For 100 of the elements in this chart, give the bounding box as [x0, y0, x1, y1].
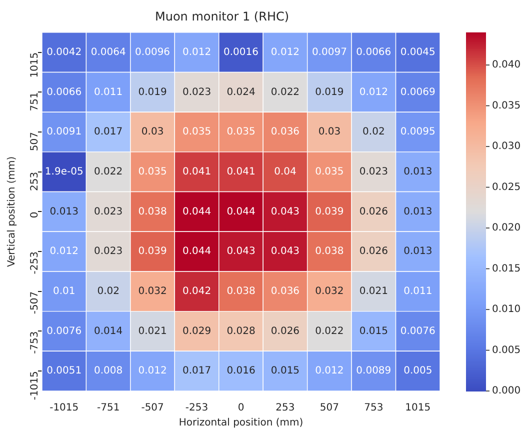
data-label: 0.028: [226, 326, 256, 337]
data-label: 0.022: [315, 326, 344, 337]
data-label: 0.039: [138, 246, 167, 258]
data-label: 0.04: [274, 166, 296, 178]
data-label: 0.016: [226, 366, 256, 377]
data-label: 0.035: [226, 126, 256, 138]
data-label: 0.014: [94, 326, 123, 337]
y-tick-label: -253: [30, 252, 41, 274]
data-label: 1.9e-05: [44, 166, 84, 178]
x-tick-label: -1015: [50, 402, 79, 414]
data-label: 0.038: [315, 246, 344, 258]
data-label: 0.03: [141, 126, 164, 138]
data-label: 0.013: [404, 166, 432, 178]
data-label: 0.044: [226, 206, 256, 218]
data-label: 0.012: [182, 46, 212, 58]
data-label: 0.041: [182, 166, 212, 178]
data-label: 0.026: [359, 206, 388, 218]
data-label: 0.0097: [312, 46, 347, 58]
data-label: 0.0064: [90, 46, 126, 58]
data-label: 0.0076: [400, 326, 436, 337]
x-tick-label: 253: [276, 402, 295, 414]
data-label: 0.036: [270, 126, 300, 138]
data-label: 0.0091: [46, 126, 82, 138]
data-label: 0.043: [270, 206, 300, 218]
data-label: 0.012: [270, 46, 300, 58]
data-label: 0.012: [50, 246, 78, 258]
data-label: 0.043: [226, 246, 256, 258]
data-label: 0.01: [52, 286, 76, 297]
data-label: 0.043: [270, 246, 300, 258]
data-label: 0.0069: [400, 86, 436, 98]
data-label: 0.041: [226, 166, 256, 178]
x-tick-label: -507: [141, 402, 164, 414]
data-label: 0.019: [138, 86, 167, 98]
data-label: 0.044: [182, 246, 212, 258]
data-label: 0.022: [270, 86, 300, 98]
data-label: 0.0045: [400, 46, 436, 58]
data-label: 0.005: [404, 366, 432, 377]
data-label: 0.035: [138, 166, 167, 178]
x-tick-label: -751: [96, 402, 120, 414]
data-label: 0.044: [182, 206, 212, 218]
color-bar-label: 0.035: [492, 100, 521, 112]
data-label: 0.026: [270, 326, 300, 337]
y-tick-label: 253: [30, 172, 41, 191]
data-label: 0.039: [315, 206, 344, 218]
y-tick-label: 0: [30, 212, 41, 218]
data-label: 0.008: [94, 366, 123, 377]
color-bar-label: 0.020: [492, 222, 521, 234]
data-label: 0.0066: [46, 86, 82, 98]
y-tick-label: 507: [30, 132, 41, 152]
color-bar-label: 0.010: [492, 304, 521, 316]
data-label: 0.011: [94, 86, 123, 98]
data-label: 0.038: [138, 206, 167, 218]
data-label: 0.032: [315, 286, 344, 297]
data-label: 0.021: [359, 286, 388, 297]
chart-title: Muon monitor 1 (RHC): [154, 9, 290, 24]
y-tick-label: -753: [30, 331, 41, 354]
data-label: 0.0089: [356, 366, 392, 377]
data-label: 0.011: [404, 286, 432, 297]
data-label: 0.0051: [46, 366, 82, 377]
data-label: 0.013: [50, 206, 78, 218]
data-label: 0.0066: [356, 46, 392, 58]
data-label: 0.012: [138, 366, 167, 377]
data-label: 0.032: [138, 286, 167, 297]
y-tick-label: -507: [30, 291, 41, 314]
color-bar-label: 0.000: [492, 386, 521, 397]
y-axis-title: Vertical position (mm): [6, 156, 18, 268]
data-label: 0.03: [318, 126, 341, 138]
data-label: 0.036: [270, 286, 300, 297]
data-label: 0.02: [362, 126, 385, 138]
data-label: 0.0016: [224, 46, 258, 58]
color-bar-label: 0.015: [492, 263, 521, 274]
data-label: 0.042: [182, 286, 212, 297]
data-label: 0.012: [359, 86, 388, 98]
data-label: 0.013: [404, 246, 432, 258]
x-tick-label: 1015: [405, 402, 431, 414]
data-label: 0.024: [226, 86, 256, 98]
y-tick-label: 1015: [30, 52, 41, 78]
color-bar-label: 0.040: [492, 60, 521, 71]
data-label: 0.023: [182, 86, 212, 98]
x-tick-label: 507: [320, 402, 339, 414]
data-label: 0.0095: [400, 126, 436, 138]
data-label: 0.035: [182, 126, 212, 138]
data-label: 0.017: [94, 126, 123, 138]
x-tick-label: 753: [364, 402, 384, 414]
data-label: 0.02: [97, 286, 120, 297]
color-bar-label: 0.005: [492, 344, 521, 356]
data-label: 0.0076: [46, 326, 82, 337]
data-label: 0.029: [182, 326, 212, 337]
data-label: 0.023: [359, 166, 388, 178]
color-bar-label: 0.030: [492, 141, 521, 152]
data-label: 0.021: [138, 326, 167, 337]
data-label: 0.015: [359, 326, 388, 337]
data-label: 0.0096: [135, 46, 170, 58]
data-label: 0.022: [94, 166, 123, 178]
data-label: 0.026: [359, 246, 388, 258]
data-label: 0.019: [315, 86, 344, 98]
data-label: 0.023: [94, 206, 123, 218]
data-label: 0.023: [94, 246, 123, 258]
data-label: 0.017: [182, 366, 212, 377]
data-label: 0.038: [226, 286, 256, 297]
